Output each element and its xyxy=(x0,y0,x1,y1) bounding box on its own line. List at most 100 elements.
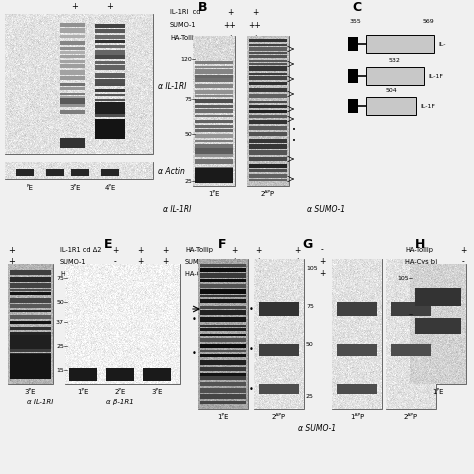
Text: +: + xyxy=(72,27,78,36)
Bar xyxy=(247,36,289,186)
Bar xyxy=(195,69,233,74)
Text: 355: 355 xyxy=(350,19,362,24)
Text: 75: 75 xyxy=(306,303,314,309)
Bar xyxy=(249,150,287,155)
Bar xyxy=(259,384,299,394)
Text: +: + xyxy=(319,270,325,279)
Bar xyxy=(10,338,51,341)
Bar xyxy=(249,55,287,58)
Bar xyxy=(249,94,287,98)
Bar xyxy=(386,259,436,409)
Bar xyxy=(10,298,51,303)
Text: 50: 50 xyxy=(56,300,64,304)
Text: 75: 75 xyxy=(56,275,64,281)
Text: +: + xyxy=(72,1,78,10)
Text: 3ᴾE: 3ᴾE xyxy=(25,389,36,395)
Bar xyxy=(348,37,358,51)
Bar xyxy=(95,125,125,128)
Bar xyxy=(249,82,287,85)
Bar xyxy=(259,302,299,316)
Text: +: + xyxy=(72,40,78,49)
Text: -: - xyxy=(114,257,117,266)
Text: +: + xyxy=(162,270,168,279)
Bar xyxy=(10,348,51,352)
Bar xyxy=(60,92,85,95)
Bar xyxy=(10,335,51,349)
Text: ᴾE: ᴾE xyxy=(27,185,34,191)
Bar xyxy=(348,69,358,83)
Text: +: + xyxy=(112,246,118,255)
Bar xyxy=(95,103,125,106)
Bar xyxy=(249,110,287,113)
Bar xyxy=(200,306,246,309)
Bar xyxy=(195,115,233,118)
Text: •: • xyxy=(292,138,296,144)
Bar xyxy=(195,148,233,151)
Text: α β-1R1: α β-1R1 xyxy=(106,399,134,405)
Text: 75: 75 xyxy=(401,311,409,317)
Text: +: + xyxy=(231,257,237,266)
Bar xyxy=(16,169,34,176)
Text: 3ᴾE: 3ᴾE xyxy=(69,185,81,191)
Text: 105: 105 xyxy=(306,266,318,272)
Text: HA-Tollip: HA-Tollip xyxy=(170,35,198,41)
Bar xyxy=(10,304,51,308)
Text: +: + xyxy=(162,246,168,255)
Text: 1ᴾE: 1ᴾE xyxy=(77,389,89,395)
Text: +: + xyxy=(137,246,143,255)
Text: +: + xyxy=(107,1,113,10)
Bar xyxy=(60,70,85,74)
Bar xyxy=(200,394,246,399)
Bar xyxy=(200,388,246,393)
Text: -: - xyxy=(462,257,465,266)
Bar xyxy=(200,349,246,352)
Bar xyxy=(60,64,85,68)
Bar xyxy=(200,367,246,371)
Text: 2ᴬᴾP: 2ᴬᴾP xyxy=(261,191,275,197)
Bar xyxy=(249,63,287,65)
Text: 25: 25 xyxy=(306,393,314,399)
Bar xyxy=(101,169,119,176)
Text: C: C xyxy=(352,1,361,14)
Text: F: F xyxy=(218,238,226,251)
Text: 4ᴾE: 4ᴾE xyxy=(104,185,116,191)
Text: TIR: TIR xyxy=(384,101,398,110)
Text: •: • xyxy=(248,304,254,313)
Bar xyxy=(10,362,51,365)
Text: +: + xyxy=(252,8,258,17)
Text: +: + xyxy=(294,246,300,255)
Bar xyxy=(200,401,246,404)
Bar xyxy=(200,325,246,328)
Bar xyxy=(195,90,233,94)
Bar xyxy=(366,35,434,53)
Bar xyxy=(69,368,97,381)
Bar xyxy=(95,119,125,122)
Text: 2ᴬᴾP: 2ᴬᴾP xyxy=(272,414,286,420)
Text: IL-: IL- xyxy=(438,42,446,46)
Bar xyxy=(95,99,125,101)
Text: SUMO-1: SUMO-1 xyxy=(185,259,211,265)
Bar xyxy=(10,327,51,330)
Text: +: + xyxy=(227,8,233,17)
Text: -: - xyxy=(109,40,111,49)
Bar xyxy=(249,179,287,181)
Bar xyxy=(60,109,85,114)
Bar xyxy=(60,47,85,50)
Text: +: + xyxy=(255,246,261,255)
Bar xyxy=(10,342,51,346)
Bar xyxy=(195,75,233,78)
Bar xyxy=(60,23,85,27)
Bar xyxy=(249,88,287,92)
Bar xyxy=(143,368,171,381)
Bar xyxy=(391,344,431,356)
Bar xyxy=(10,289,51,291)
Text: +: + xyxy=(162,257,168,266)
Bar xyxy=(10,369,51,373)
Bar xyxy=(337,302,377,316)
Text: -: - xyxy=(114,270,117,279)
Bar xyxy=(200,295,246,297)
Bar xyxy=(10,374,51,379)
Bar xyxy=(10,277,51,282)
Bar xyxy=(200,289,246,293)
Bar xyxy=(95,79,125,83)
